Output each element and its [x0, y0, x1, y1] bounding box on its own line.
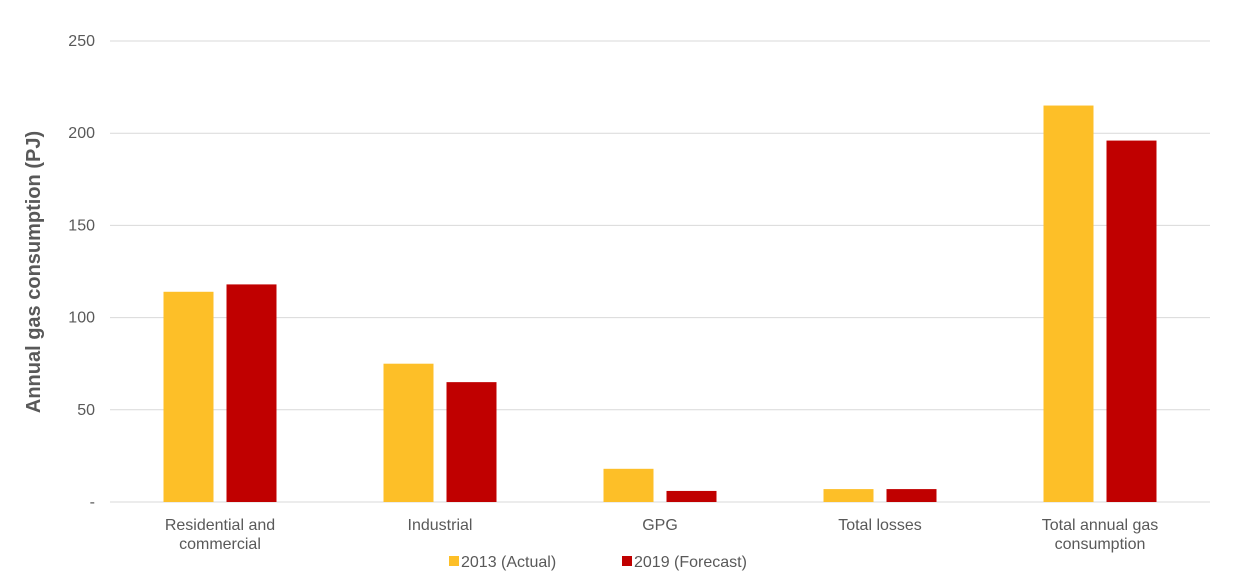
y-tick-label: 100 — [68, 310, 95, 327]
x-category-label: Total annual gas consumption — [1042, 517, 1159, 553]
bars — [163, 105, 1157, 503]
y-tick-label: 200 — [68, 125, 95, 142]
gridlines — [110, 40, 1210, 503]
bar-series2 — [666, 490, 717, 502]
y-tick-label: 50 — [77, 402, 95, 419]
y-axis-ticks: - 50 100 150 200 250 — [68, 33, 95, 511]
bar-series1 — [163, 291, 214, 502]
legend-swatch — [622, 556, 632, 566]
bar-series1 — [823, 489, 874, 502]
x-axis-categories: Residential and commercial Industrial GPG To… — [165, 517, 1158, 553]
bar-series2 — [446, 382, 497, 502]
x-category-label: Residential and commercial — [165, 517, 275, 553]
y-tick-label: 150 — [68, 217, 95, 234]
y-tick-label: - — [90, 494, 95, 511]
legend-swatch — [449, 556, 459, 566]
bar-series1 — [1043, 105, 1094, 502]
x-category-label: Industrial — [408, 517, 473, 534]
bar-series1 — [383, 363, 434, 502]
bar-series2 — [226, 284, 277, 502]
y-tick-label: 250 — [68, 33, 95, 50]
y-axis-title: Annual gas consumption (PJ) — [23, 131, 45, 413]
x-category-label: GPG — [642, 517, 678, 534]
x-category-label: Total losses — [838, 517, 922, 534]
legend-label: 2013 (Actual) — [461, 554, 556, 571]
legend: 2013 (Actual) 2019 (Forecast) — [449, 554, 747, 571]
bar-series2 — [1106, 140, 1157, 503]
bar-series1 — [603, 468, 654, 502]
legend-label: 2019 (Forecast) — [634, 554, 747, 571]
bar-series2 — [886, 489, 937, 502]
